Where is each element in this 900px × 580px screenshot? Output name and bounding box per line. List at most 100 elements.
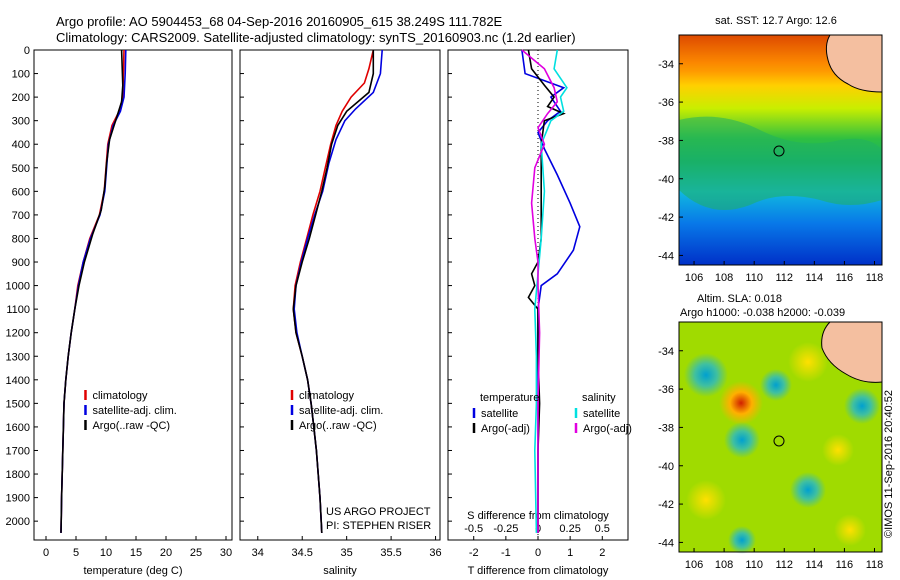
- map-x-tick-label: 116: [836, 559, 854, 571]
- y-tick-label: 100: [12, 69, 30, 81]
- y-tick-label: 0: [24, 45, 30, 57]
- sst-map: [678, 34, 883, 266]
- sla-eddy: [834, 514, 866, 546]
- y-tick-label: 2000: [6, 516, 30, 528]
- y-tick-label: 700: [12, 210, 30, 222]
- legend-label: satellite-adj. clim.: [299, 405, 383, 417]
- x-top-tick-label: 0.25: [559, 523, 580, 535]
- legend-title: temperature: [480, 392, 539, 404]
- sla-map: [678, 321, 883, 554]
- map-x-tick-label: 114: [806, 559, 824, 571]
- legend-label: Argo(..raw -QC): [299, 420, 377, 432]
- land-mass-sst: [826, 35, 882, 92]
- profile-marker-sla: [773, 435, 785, 447]
- x-tick-label: 35: [341, 547, 353, 559]
- sla-eddy: [719, 381, 763, 425]
- map-x-tick-label: 118: [866, 559, 884, 571]
- y-tick-label: 1700: [6, 445, 30, 457]
- panel-frame: [239, 49, 441, 541]
- y-tick-label: 1600: [6, 422, 30, 434]
- title-line-2: Climatology: CARS2009. Satellite-adjuste…: [56, 30, 576, 45]
- title-line-1: Argo profile: AO 5904453_68 04-Sep-2016 …: [56, 14, 503, 29]
- y-tick-label: 1400: [6, 375, 30, 387]
- project-annotation: US ARGO PROJECT: [326, 506, 431, 518]
- legend-label: Argo(..raw -QC): [92, 420, 170, 432]
- series-line-argo: [292, 50, 375, 533]
- y-tick-label: 1500: [6, 398, 30, 410]
- legend-title: salinity: [582, 392, 616, 404]
- legend-label: Argo(-adj): [583, 423, 632, 435]
- series-line-salinity-satellite: [533, 49, 568, 533]
- x-axis-label: T difference from climatology: [468, 565, 609, 577]
- x-tick-label: 0: [43, 547, 49, 559]
- y-tick-label: 200: [12, 92, 30, 104]
- coastline-sst: [825, 34, 883, 93]
- x-axis-label: salinity: [323, 565, 357, 577]
- y-tick-label: 1900: [6, 493, 30, 505]
- sla-eddy: [844, 388, 880, 424]
- sla-map-title-2: Argo h1000: -0.038 h2000: -0.039: [680, 307, 845, 319]
- x-tick-label: 36: [429, 547, 441, 559]
- map-x-tick-label: 118: [866, 272, 884, 284]
- sla-eddy: [728, 526, 756, 554]
- map-y-tick-label: -40: [658, 174, 674, 186]
- y-tick-label: 1000: [6, 281, 30, 293]
- x-tick-label: 5: [73, 547, 79, 559]
- sla-eddy: [686, 480, 726, 520]
- y-tick-label: 1800: [6, 469, 30, 481]
- x-tick-label: 15: [130, 547, 142, 559]
- legend-label: Argo(-adj): [481, 423, 530, 435]
- sla-eddy: [822, 434, 854, 466]
- sla-eddy: [788, 342, 828, 382]
- y-tick-label: 500: [12, 163, 30, 175]
- x-tick-label: 0: [535, 547, 541, 559]
- sst-map-frame: [678, 34, 883, 266]
- map-y-tick-label: -36: [658, 384, 674, 396]
- x-tick-label: 20: [160, 547, 172, 559]
- legend-label: climatology: [92, 390, 148, 402]
- map-y-tick-label: -38: [658, 422, 674, 434]
- credit-label: ©IMOS 11-Sep-2016 20:40:52: [883, 390, 895, 538]
- map-x-tick-label: 108: [715, 272, 733, 284]
- map-x-tick-label: 114: [806, 272, 824, 284]
- series-line-salinity-argo: [521, 49, 559, 533]
- y-tick-label: 800: [12, 233, 30, 245]
- map-x-tick-label: 112: [775, 272, 793, 284]
- y-tick-label: 1200: [6, 328, 30, 340]
- legend-label: satellite: [481, 408, 518, 420]
- sst-map-title: sat. SST: 12.7 Argo: 12.6: [715, 15, 837, 27]
- map-x-tick-label: 110: [745, 559, 763, 571]
- x-axis-label: temperature (deg C): [83, 565, 182, 577]
- y-tick-label: 300: [12, 116, 30, 128]
- x-top-tick-label: -0.25: [493, 523, 518, 535]
- map-y-tick-label: -34: [658, 346, 674, 358]
- x-top-tick-label: 0.5: [595, 523, 610, 535]
- sla-eddy: [760, 369, 792, 401]
- map-x-tick-label: 112: [775, 559, 793, 571]
- x-tick-label: -2: [469, 547, 479, 559]
- map-y-tick-label: -44: [658, 537, 674, 549]
- x-tick-label: 1: [567, 547, 573, 559]
- x-tick-label: -1: [501, 547, 511, 559]
- sla-eddy: [724, 422, 760, 458]
- coastline-sla: [821, 321, 883, 383]
- map-y-tick-label: -42: [658, 499, 674, 511]
- salinity-panel: 34 34.5 35 35.5 36 salinity climatology satelli…: [239, 49, 442, 577]
- map-x-tick-label: 106: [685, 272, 703, 284]
- x-tick-label: 30: [220, 547, 232, 559]
- sla-eddy: [790, 472, 826, 508]
- y-tick-label: 600: [12, 186, 30, 198]
- difference-panel: -2 -1 0 1 2 T difference from climatology -0.5…: [447, 49, 632, 577]
- map-x-tick-label: 108: [715, 559, 733, 571]
- x-tick-label: 34: [252, 547, 264, 559]
- map-x-tick-label: 106: [685, 559, 703, 571]
- map-y-tick-label: -34: [658, 59, 674, 71]
- project-annotation: PI: STEPHEN RISER: [326, 520, 431, 532]
- map-x-tick-label: 110: [745, 272, 763, 284]
- x-tick-label: 10: [100, 547, 112, 559]
- legend-label: satellite-adj. clim.: [92, 405, 176, 417]
- y-tick-label: 1300: [6, 351, 30, 363]
- y-tick-label: 900: [12, 257, 30, 269]
- legend-label: satellite: [583, 408, 620, 420]
- x-tick-label: 2: [599, 547, 605, 559]
